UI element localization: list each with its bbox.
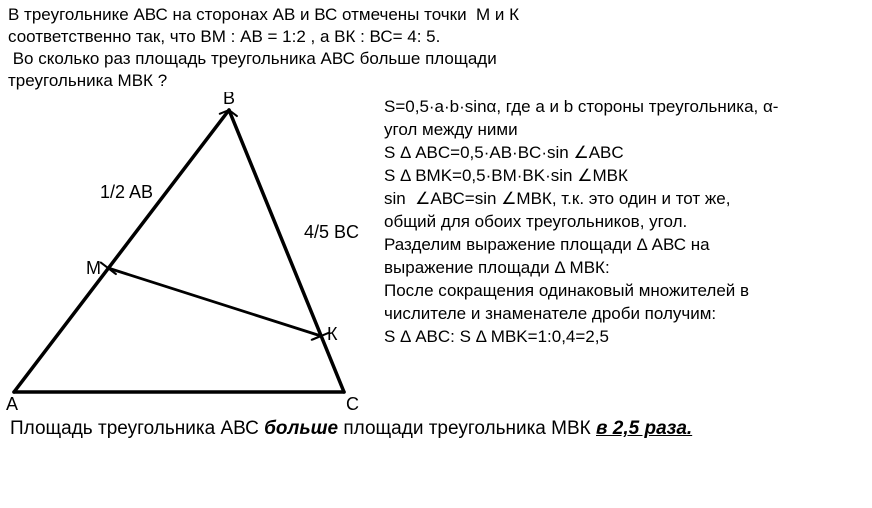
problem-line: Во сколько раз площадь треугольника АВС … bbox=[8, 48, 864, 70]
problem-line: В треугольнике АВС на сторонах АВ и ВС о… bbox=[8, 4, 864, 26]
answer-text: площади треугольника МВК bbox=[338, 418, 596, 439]
solution-line: угол между ними bbox=[384, 119, 868, 142]
solution-line: S=0,5·a·b·sinα, где a и b стороны треуго… bbox=[384, 96, 868, 119]
svg-text:A: A bbox=[6, 394, 18, 412]
answer-line: Площадь треугольника АВС больше площади … bbox=[0, 412, 872, 440]
solution-line: После сокращения одинаковый множителей в bbox=[384, 280, 868, 303]
content-row: B A C M К 1/2 AB 4/5 BC S=0,5·a·b·sinα, где a … bbox=[0, 92, 872, 412]
svg-text:К: К bbox=[327, 324, 338, 344]
svg-text:M: M bbox=[86, 258, 101, 278]
solution-line: числителе и знаменателе дроби получим: bbox=[384, 303, 868, 326]
answer-bold-underline: в 2,5 раза. bbox=[596, 418, 692, 439]
solution-line: S Δ BMK=0,5·BM·BK·sin ∠МВК bbox=[384, 165, 868, 188]
problem-statement: В треугольнике АВС на сторонах АВ и ВС о… bbox=[0, 0, 872, 92]
triangle-diagram: B A C M К 1/2 AB 4/5 BC bbox=[4, 92, 384, 412]
answer-bold: больше bbox=[264, 418, 338, 439]
svg-text:1/2 AB: 1/2 AB bbox=[100, 182, 153, 202]
solution-line: S Δ ABC: S Δ MBK=1:0,4=2,5 bbox=[384, 326, 868, 349]
solution-line: общий для обоих треугольников, угол. bbox=[384, 211, 868, 234]
svg-text:C: C bbox=[346, 394, 359, 412]
svg-text:4/5 BC: 4/5 BC bbox=[304, 222, 359, 242]
solution-text: S=0,5·a·b·sinα, где a и b стороны треуго… bbox=[384, 92, 868, 412]
solution-line: Разделим выражение площади Δ АВС на bbox=[384, 234, 868, 257]
problem-line: соответственно так, что ВМ : АВ = 1:2 , … bbox=[8, 26, 864, 48]
solution-line: выражение площади Δ МВК: bbox=[384, 257, 868, 280]
solution-line: S Δ ABC=0,5·AB·BC·sin ∠ABC bbox=[384, 142, 868, 165]
answer-text: Площадь треугольника АВС bbox=[10, 418, 264, 439]
svg-text:B: B bbox=[223, 92, 235, 108]
solution-line: sin ∠АВС=sin ∠МВК, т.к. это один и тот ж… bbox=[384, 188, 868, 211]
problem-line: треугольника МВК ? bbox=[8, 70, 864, 92]
